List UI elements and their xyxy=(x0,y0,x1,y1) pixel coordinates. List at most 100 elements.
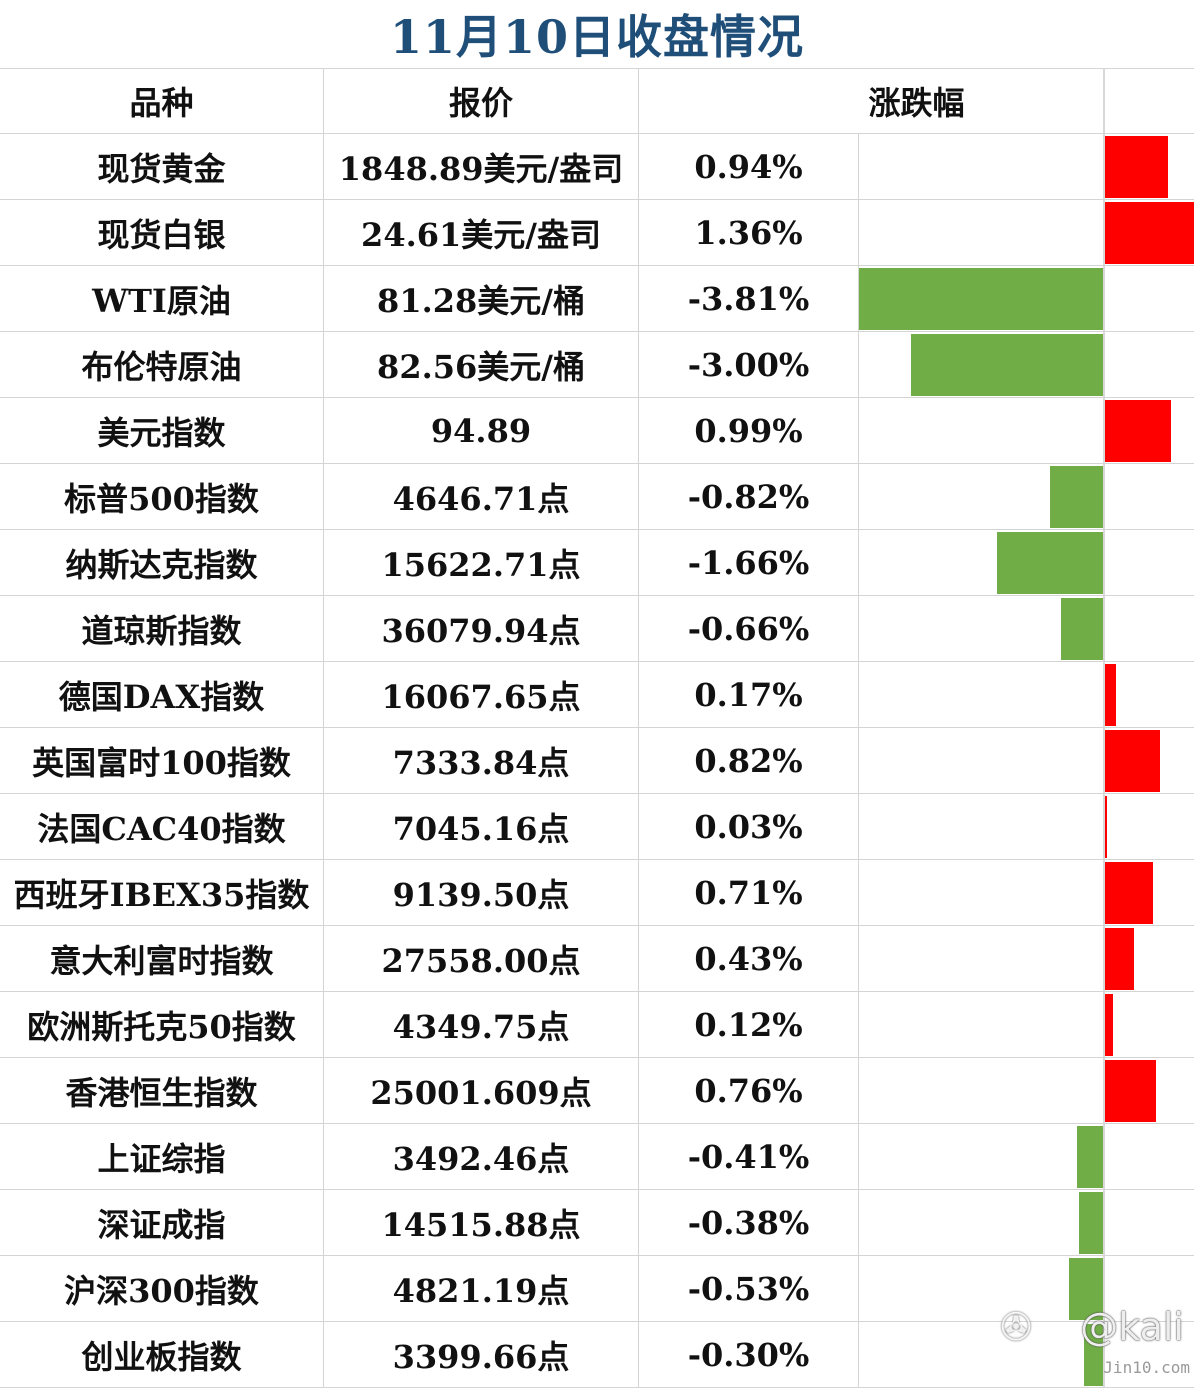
change-bar xyxy=(1078,1192,1103,1254)
change-bar xyxy=(1076,1126,1103,1188)
row-name: 欧洲斯托克50指数 xyxy=(0,992,324,1057)
change-bar xyxy=(1083,1324,1103,1386)
change-bar xyxy=(1050,466,1103,528)
row-change-pct: -0.30% xyxy=(639,1322,859,1387)
header-change: 涨跌幅 xyxy=(868,83,965,122)
table-row: WTI原油 81.28美元/桶 -3.81% xyxy=(0,266,1194,332)
change-bar xyxy=(910,334,1103,396)
row-name: 现货白银 xyxy=(0,200,324,265)
weibo-icon: ✇ xyxy=(1000,1305,1032,1349)
row-name: 美元指数 xyxy=(0,398,324,463)
change-bar xyxy=(1060,598,1103,660)
row-bar-cell xyxy=(859,398,1194,463)
row-bar-cell xyxy=(859,1256,1194,1321)
row-price: 7333.84点 xyxy=(324,728,639,793)
row-name: 标普500指数 xyxy=(0,464,324,529)
row-bar-cell xyxy=(859,662,1194,727)
row-bar-cell xyxy=(859,860,1194,925)
row-name: 意大利富时指数 xyxy=(0,926,324,991)
row-change-pct: -0.41% xyxy=(639,1124,859,1189)
row-bar-cell xyxy=(859,200,1194,265)
row-name: 西班牙IBEX35指数 xyxy=(0,860,324,925)
row-price: 4349.75点 xyxy=(324,992,639,1057)
row-bar-cell xyxy=(859,464,1194,529)
change-bar xyxy=(1105,928,1134,990)
table-row: 现货白银 24.61美元/盎司 1.36% xyxy=(0,200,1194,266)
row-price: 16067.65点 xyxy=(324,662,639,727)
row-bar-cell xyxy=(859,530,1194,595)
row-change-pct: -3.81% xyxy=(639,266,859,331)
change-bar xyxy=(1105,862,1153,924)
table-row: 现货黄金 1848.89美元/盎司 0.94% xyxy=(0,134,1194,200)
change-bar xyxy=(1105,664,1117,726)
table-row: 欧洲斯托克50指数 4349.75点 0.12% xyxy=(0,992,1194,1058)
change-bar xyxy=(1105,730,1160,792)
row-change-pct: 0.17% xyxy=(639,662,859,727)
row-change-pct: -0.82% xyxy=(639,464,859,529)
change-bar xyxy=(1069,1258,1103,1320)
row-change-pct: -0.38% xyxy=(639,1190,859,1255)
row-change-pct: 0.03% xyxy=(639,794,859,859)
row-price: 24.61美元/盎司 xyxy=(324,200,639,265)
page-title: 11月10日收盘情况 xyxy=(0,0,1194,69)
row-bar-cell xyxy=(859,794,1194,859)
row-change-pct: 0.71% xyxy=(639,860,859,925)
row-change-pct: 0.76% xyxy=(639,1058,859,1123)
row-change-pct: 0.82% xyxy=(639,728,859,793)
row-bar-cell xyxy=(859,134,1194,199)
row-bar-cell xyxy=(859,1322,1194,1387)
row-price: 94.89 xyxy=(324,398,639,463)
row-price: 1848.89美元/盎司 xyxy=(324,134,639,199)
change-bar xyxy=(996,532,1103,594)
table-row: 布伦特原油 82.56美元/桶 -3.00% xyxy=(0,332,1194,398)
row-name: 沪深300指数 xyxy=(0,1256,324,1321)
site-label: Jin10.com xyxy=(1103,1358,1190,1377)
table-row: 沪深300指数 4821.19点 -0.53% xyxy=(0,1256,1194,1322)
row-name: 现货黄金 xyxy=(0,134,324,199)
row-bar-cell xyxy=(859,728,1194,793)
change-bar xyxy=(1105,136,1168,198)
row-change-pct: 0.94% xyxy=(639,134,859,199)
row-price: 27558.00点 xyxy=(324,926,639,991)
row-price: 7045.16点 xyxy=(324,794,639,859)
row-change-pct: 0.99% xyxy=(639,398,859,463)
table-row: 意大利富时指数 27558.00点 0.43% xyxy=(0,926,1194,992)
row-price: 3399.66点 xyxy=(324,1322,639,1387)
row-price: 15622.71点 xyxy=(324,530,639,595)
row-change-pct: 0.12% xyxy=(639,992,859,1057)
row-name: 道琼斯指数 xyxy=(0,596,324,661)
table-header: 品种 报价 涨跌幅 xyxy=(0,68,1194,134)
row-name: 德国DAX指数 xyxy=(0,662,324,727)
row-price: 3492.46点 xyxy=(324,1124,639,1189)
change-bar xyxy=(1105,994,1114,1056)
change-bar xyxy=(1105,400,1172,462)
table-row: 德国DAX指数 16067.65点 0.17% xyxy=(0,662,1194,728)
row-name: 上证综指 xyxy=(0,1124,324,1189)
row-bar-cell xyxy=(859,1190,1194,1255)
table-row: 英国富时100指数 7333.84点 0.82% xyxy=(0,728,1194,794)
table-row: 西班牙IBEX35指数 9139.50点 0.71% xyxy=(0,860,1194,926)
table-row: 道琼斯指数 36079.94点 -0.66% xyxy=(0,596,1194,662)
row-change-pct: -1.66% xyxy=(639,530,859,595)
table-row: 深证成指 14515.88点 -0.38% xyxy=(0,1190,1194,1256)
row-change-pct: -0.53% xyxy=(639,1256,859,1321)
row-price: 81.28美元/桶 xyxy=(324,266,639,331)
header-price: 报价 xyxy=(324,68,639,133)
row-change-pct: 0.43% xyxy=(639,926,859,991)
table-row: 美元指数 94.89 0.99% xyxy=(0,398,1194,464)
row-bar-cell xyxy=(859,1124,1194,1189)
change-bar xyxy=(1105,202,1194,264)
row-price: 36079.94点 xyxy=(324,596,639,661)
row-change-pct: -3.00% xyxy=(639,332,859,397)
row-price: 9139.50点 xyxy=(324,860,639,925)
row-name: 香港恒生指数 xyxy=(0,1058,324,1123)
header-name: 品种 xyxy=(0,68,324,133)
row-price: 4821.19点 xyxy=(324,1256,639,1321)
change-bar xyxy=(1105,1060,1156,1122)
zero-axis xyxy=(1103,68,1105,1387)
row-name: 英国富时100指数 xyxy=(0,728,324,793)
row-name: WTI原油 xyxy=(0,266,324,331)
row-name: 纳斯达克指数 xyxy=(0,530,324,595)
change-bar xyxy=(859,268,1103,330)
row-price: 25001.609点 xyxy=(324,1058,639,1123)
